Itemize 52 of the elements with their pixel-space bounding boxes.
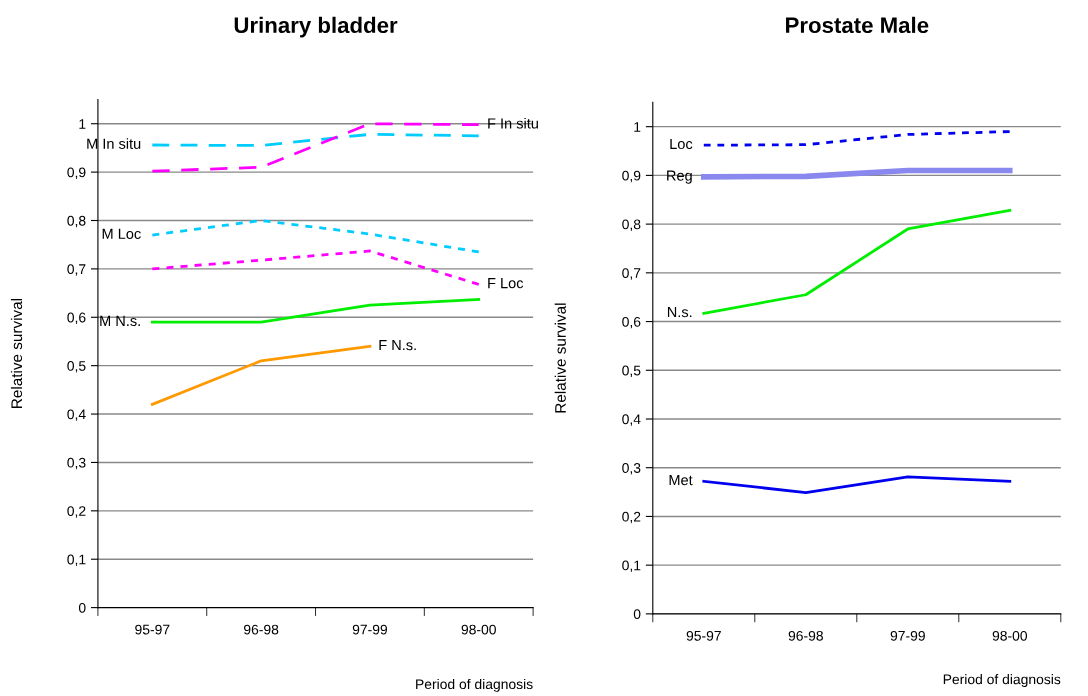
y-tick-label: 0,2	[622, 511, 641, 524]
y-tick-label: 0,5	[67, 361, 86, 373]
y-axis-title: Relative survival	[554, 303, 566, 413]
y-tick-label: 0,3	[67, 457, 86, 470]
line-series	[702, 209, 1012, 315]
annotation: Loc	[670, 138, 693, 150]
y-tick-label: 1	[79, 119, 86, 129]
y-tick-label: 0,8	[67, 215, 86, 228]
annotation: F Loc	[488, 278, 524, 289]
x-tick-label: 95-97	[686, 630, 721, 641]
x-tick-label: 97-99	[352, 624, 388, 635]
x-tick-label: 96-98	[788, 630, 823, 641]
x-tick-label: 97-99	[890, 630, 925, 641]
chart-title: Urinary bladder	[234, 16, 398, 38]
y-tick-label: 0,6	[67, 312, 86, 325]
annotation: M N.s.	[100, 315, 140, 327]
annotation: Reg	[667, 170, 692, 184]
y-tick-label: 0,4	[622, 414, 641, 426]
line-series	[150, 249, 481, 286]
line-series	[150, 219, 481, 254]
y-tick-label: 0,2	[67, 506, 86, 518]
y-tick-label: 0,7	[622, 268, 641, 280]
y-tick-label: 0,4	[67, 409, 86, 421]
y-tick-label: 0,8	[622, 219, 641, 231]
line-series	[150, 132, 481, 147]
y-tick-label: 0,5	[622, 365, 641, 378]
y-tick-label: 0,3	[622, 463, 641, 475]
x-tick-label: 95-97	[135, 624, 170, 635]
x-axis-title: Period of diagnosis	[943, 674, 1061, 687]
line-series	[702, 130, 1012, 147]
y-tick-label: 0,9	[622, 170, 641, 183]
chart-title: Prostate Male	[786, 16, 929, 34]
annotation: M In situ	[87, 138, 141, 149]
y-tick-label: 0,6	[622, 316, 641, 329]
annotation: Met	[669, 475, 693, 486]
annotation: N.s.	[667, 307, 692, 318]
x-axis-title: Period of diagnosis	[416, 678, 533, 692]
y-tick-label: 0,7	[67, 264, 86, 276]
y-tick-label: 0,1	[67, 554, 86, 567]
x-tick-label: 96-98	[244, 624, 279, 635]
line-series	[150, 122, 481, 173]
annotation: F N.s.	[379, 340, 416, 351]
x-tick-label: 98-00	[992, 630, 1028, 641]
annotation: M Loc	[102, 228, 141, 239]
annotation: F In situ	[488, 117, 538, 129]
y-tick-label: 0	[78, 602, 86, 613]
y-tick-label: 0,9	[67, 167, 86, 179]
x-tick-label: 98-00	[461, 624, 496, 635]
y-tick-label: 0,1	[622, 560, 641, 572]
y-tick-label: 0	[633, 609, 641, 620]
y-axis-title: Relative survival	[10, 298, 23, 408]
y-tick-label: 1	[634, 122, 641, 132]
